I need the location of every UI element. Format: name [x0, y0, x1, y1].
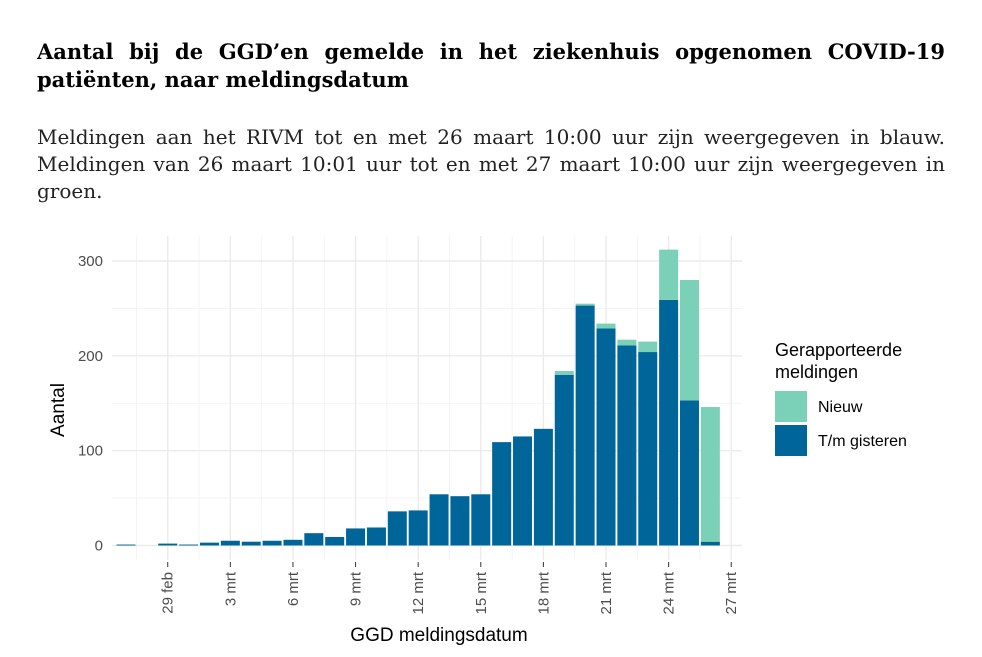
bar-tm-gisteren: [241, 541, 261, 546]
x-axis-ticks: [167, 562, 732, 567]
bar-tm-gisteren: [471, 494, 491, 546]
x-tick-label: 9 mrt: [348, 571, 365, 606]
bar-tm-gisteren: [700, 541, 720, 546]
minor-gridlines: [112, 236, 742, 560]
x-tick-label: 27 mrt: [723, 571, 740, 614]
legend-swatch-tm-gisteren: [775, 425, 807, 456]
bar-tm-gisteren: [513, 436, 533, 546]
x-tick-label: 29 feb: [160, 572, 177, 614]
legend-title-line-1: Gerapporteerde: [775, 340, 902, 360]
x-axis-labels: 29 feb 3 mrt 6 mrt 9 mrt 12 mrt 15 mrt 18 mrt 2…: [160, 571, 740, 614]
bar-nieuw: [596, 323, 616, 329]
bar-tm-gisteren: [199, 542, 219, 546]
bar-tm-gisteren: [679, 400, 699, 546]
bar-tm-gisteren: [262, 540, 282, 546]
bar-tm-gisteren: [492, 442, 512, 546]
bar-nieuw: [554, 371, 574, 375]
bar-tm-gisteren: [304, 533, 324, 546]
bar-tm-gisteren: [429, 494, 449, 546]
chart-title: Aantal bij de GGD’en gemelde in het ziek…: [37, 39, 945, 92]
y-tick-label: 200: [78, 348, 103, 365]
x-tick-label: 6 mrt: [285, 571, 302, 606]
x-tick-label: 15 mrt: [473, 571, 490, 614]
bar-tm-gisteren: [596, 328, 616, 546]
bar-tm-gisteren: [450, 496, 470, 546]
bar-tm-gisteren: [533, 428, 553, 546]
bar-nieuw: [617, 339, 637, 346]
bar-nieuw: [679, 279, 699, 401]
bars: [116, 249, 720, 546]
bar-nieuw: [659, 249, 679, 300]
bar-tm-gisteren: [325, 536, 345, 546]
bar-tm-gisteren: [366, 527, 386, 546]
bar-tm-gisteren: [554, 374, 574, 546]
bar-tm-gisteren: [158, 543, 178, 546]
x-tick-label: 21 mrt: [598, 571, 615, 614]
bar-tm-gisteren: [387, 511, 407, 546]
x-tick-label: 3 mrt: [222, 571, 239, 606]
bar-tm-gisteren: [283, 539, 303, 546]
bar-tm-gisteren: [116, 544, 136, 546]
bar-nieuw: [575, 303, 595, 306]
bar-tm-gisteren: [346, 528, 366, 546]
y-axis-labels: 0 100 200 300: [78, 253, 103, 555]
bar-nieuw: [638, 341, 658, 353]
bar-tm-gisteren: [638, 352, 658, 546]
legend-label-nieuw: Nieuw: [818, 399, 863, 416]
legend-label-tm-gisteren: T/m gisteren: [818, 433, 907, 450]
chart-subtitle: Meldingen aan het RIVM tot en met 26 maa…: [37, 125, 945, 203]
y-tick-label: 300: [78, 253, 103, 270]
x-tick-label: 18 mrt: [535, 571, 552, 614]
x-tick-label: 24 mrt: [661, 571, 678, 614]
bar-nieuw: [700, 407, 720, 542]
bar-tm-gisteren: [617, 345, 637, 546]
y-tick-label: 0: [95, 538, 103, 555]
y-axis-title: Aantal: [48, 383, 69, 437]
bar-tm-gisteren: [179, 544, 199, 546]
legend: Gerapporteerde meldingen Nieuw T/m giste…: [775, 340, 907, 456]
bar-tm-gisteren: [408, 510, 428, 546]
bar-tm-gisteren: [575, 305, 595, 546]
legend-title-line-2: meldingen: [775, 362, 858, 382]
bar-tm-gisteren: [659, 299, 679, 546]
y-tick-label: 100: [78, 443, 103, 460]
bar-tm-gisteren: [220, 540, 240, 546]
x-axis-title: GGD meldingsdatum: [350, 625, 527, 646]
legend-swatch-nieuw: [775, 391, 807, 422]
x-tick-label: 12 mrt: [410, 571, 427, 614]
